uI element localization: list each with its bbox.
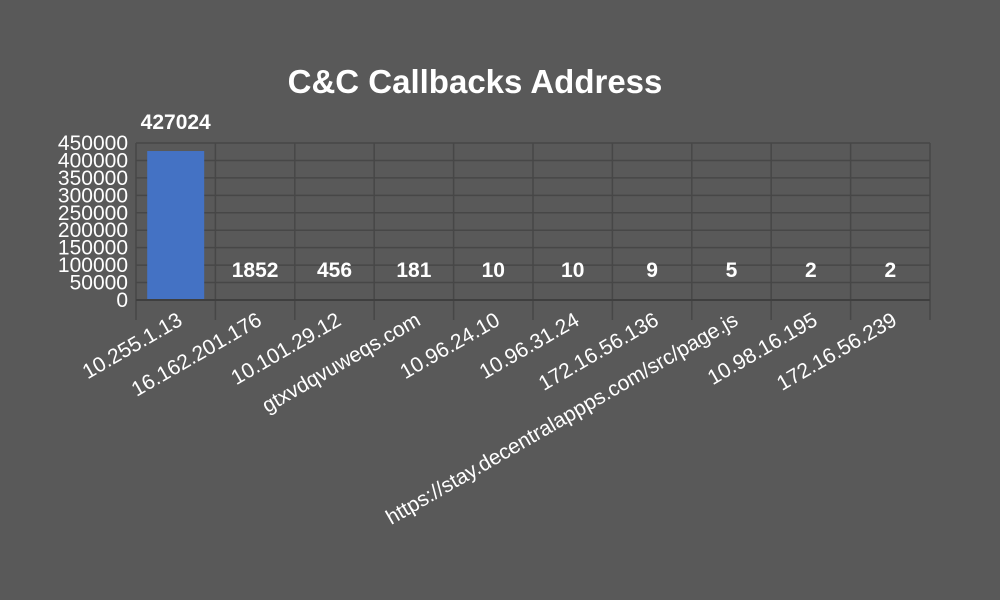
chart-title: C&C Callbacks Address: [288, 63, 663, 100]
y-tick-label: 100000: [58, 254, 128, 277]
y-tick-label: 150000: [58, 237, 128, 260]
x-tick-label: 16.162.201.176: [128, 308, 266, 401]
grid-lines: [135, 142, 931, 320]
data-labels: 427024 1852 456 181 10 10 9 5 2 2: [141, 111, 896, 282]
y-tick-label: 300000: [58, 184, 128, 207]
data-label: 456: [317, 259, 352, 282]
data-label: 9: [646, 259, 658, 282]
data-label: 2: [805, 259, 817, 282]
data-label: 181: [396, 259, 431, 282]
x-axis-tick-labels: 10.255.1.1316.162.201.17610.101.29.12gtx…: [79, 308, 901, 529]
y-tick-label: 50000: [70, 272, 128, 295]
data-label: 1852: [232, 259, 279, 282]
y-tick-label: 200000: [58, 219, 128, 242]
data-label: 10: [561, 259, 584, 282]
data-label: 427024: [141, 111, 211, 134]
data-label: 10: [482, 259, 505, 282]
data-label: 5: [726, 259, 738, 282]
y-tick-label: 0: [116, 289, 128, 312]
y-tick-label: 350000: [58, 167, 128, 190]
bar: [147, 151, 205, 300]
y-axis-tick-labels: 0500001000001500002000002500003000003500…: [58, 132, 128, 312]
y-tick-label: 250000: [58, 202, 128, 225]
y-tick-label: 400000: [58, 149, 128, 172]
data-label: 2: [884, 259, 896, 282]
y-tick-label: 450000: [58, 132, 128, 155]
